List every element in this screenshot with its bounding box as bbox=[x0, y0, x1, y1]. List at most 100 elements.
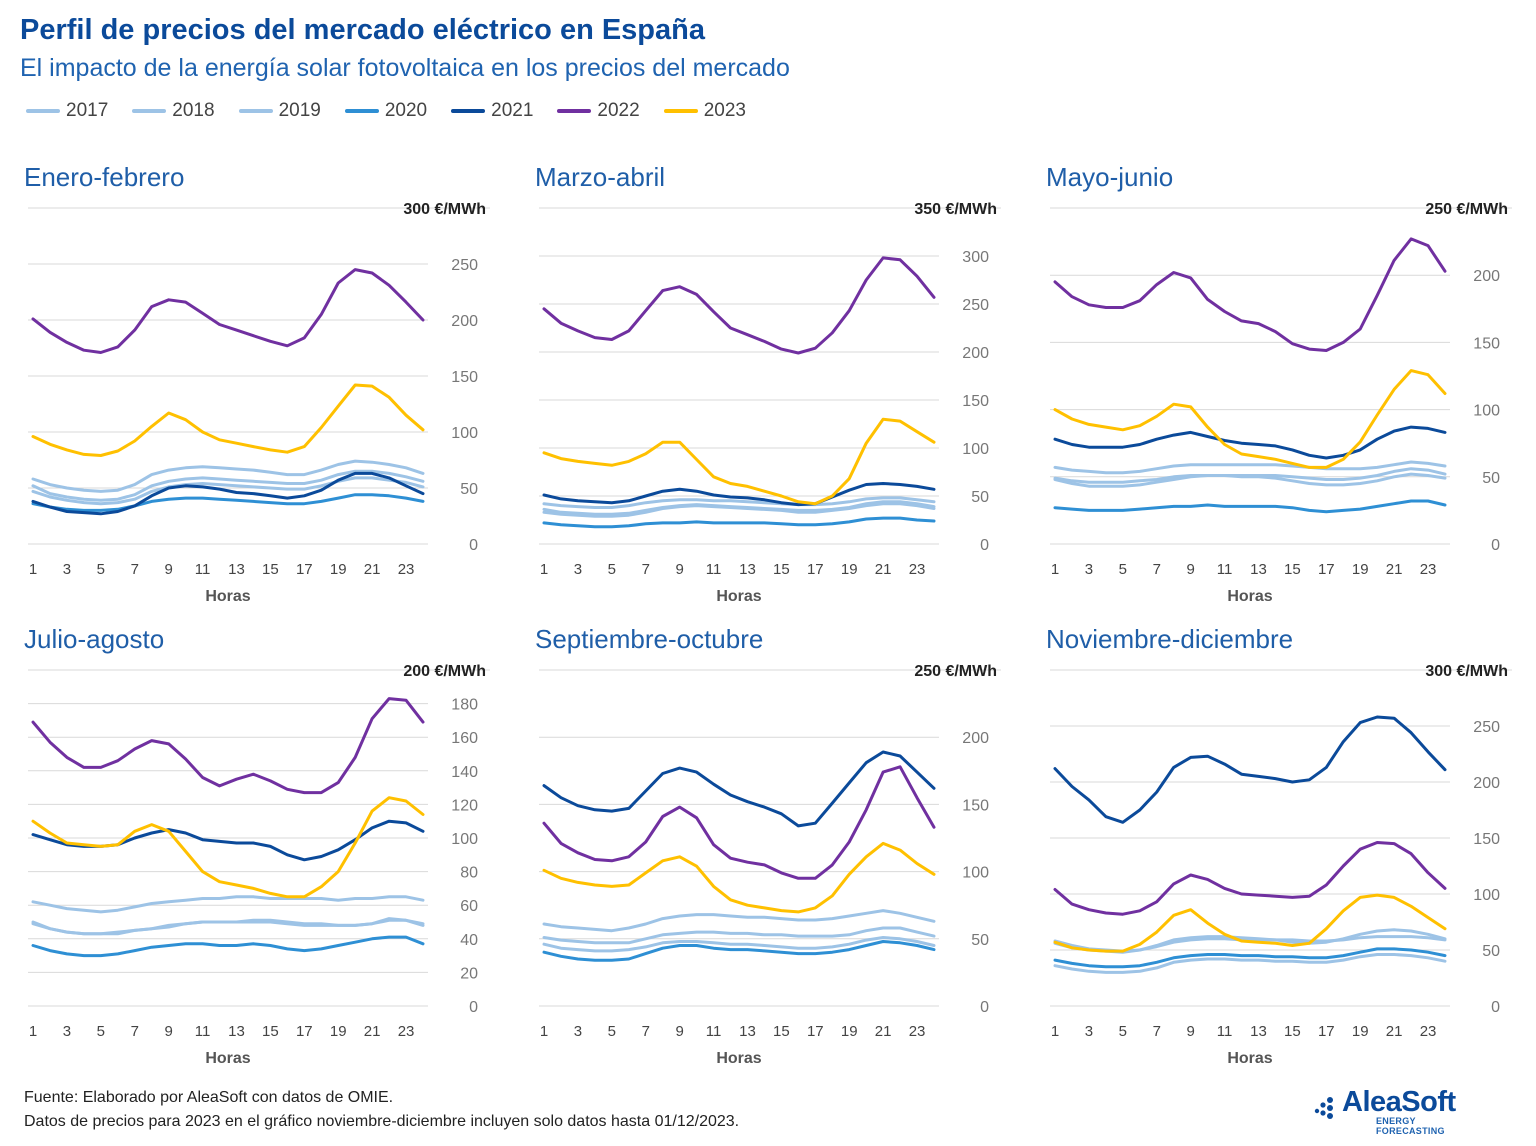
unit-label: 250 €/MWh bbox=[1425, 201, 1508, 218]
series-line-2021 bbox=[1053, 425, 1447, 460]
y-tick-label: 40 bbox=[460, 932, 478, 949]
y-tick-label: 160 bbox=[451, 730, 478, 747]
x-tick-label: 21 bbox=[364, 561, 381, 578]
series-line-2020 bbox=[1053, 499, 1447, 514]
page-title: Perfil de precios del mercado eléctrico … bbox=[20, 14, 705, 46]
y-tick-label: 50 bbox=[971, 932, 989, 949]
x-tick-label: 15 bbox=[262, 1023, 279, 1040]
x-tick-label: 7 bbox=[131, 561, 139, 578]
x-tick-label: 1 bbox=[540, 561, 548, 578]
x-tick-label: 9 bbox=[675, 561, 683, 578]
x-tick-label: 15 bbox=[773, 1023, 790, 1040]
chart-panel-julio-agosto: 200 €/MWh 0 20 40 60 80 100 120 140 160 180 1 3 5 7 9 11… bbox=[24, 624, 504, 1064]
series-line-2022 bbox=[542, 256, 936, 355]
x-tick-label: 19 bbox=[841, 561, 858, 578]
legend-label: 2021 bbox=[491, 100, 534, 121]
legend-label: 2022 bbox=[597, 100, 640, 121]
x-tick-label: 7 bbox=[131, 1023, 139, 1040]
y-tick-label: 20 bbox=[460, 965, 478, 982]
x-tick-label: 11 bbox=[1217, 561, 1233, 578]
x-tick-label: 21 bbox=[1386, 1023, 1403, 1040]
logo-tagline: ENERGY FORECASTING bbox=[1376, 1116, 1445, 1136]
logo-name: AleaSoft bbox=[1342, 1086, 1456, 1118]
series-line-2023 bbox=[542, 417, 936, 506]
x-tick-label: 13 bbox=[228, 1023, 245, 1040]
x-tick-label: 11 bbox=[195, 561, 211, 578]
x-tick-label: 7 bbox=[1153, 1023, 1161, 1040]
legend-label: 2023 bbox=[703, 100, 746, 121]
series-line-2019 bbox=[1053, 953, 1447, 974]
series-line-2020 bbox=[542, 516, 936, 529]
chart-panel-enero-febrero: 300 €/MWh 0 50 100 150 200 250 1 3 5 7 9 11 13 15 17 19 2… bbox=[24, 162, 504, 602]
chart-panel-septiembre-octubre: 250 €/MWh 0 50 100 150 200 1 3 5 7 9 11 13 15 17 19 21 23… bbox=[535, 624, 1015, 1064]
x-tick-label: 3 bbox=[574, 1023, 582, 1040]
legend-swatch bbox=[451, 109, 486, 113]
x-tick-label: 17 bbox=[807, 1023, 824, 1040]
y-tick-label: 50 bbox=[1482, 470, 1500, 487]
series-line-2022 bbox=[1053, 237, 1447, 352]
x-tick-label: 19 bbox=[841, 1023, 858, 1040]
x-tick-label: 11 bbox=[706, 561, 722, 578]
x-tick-label: 21 bbox=[875, 1023, 892, 1040]
series-line-2023 bbox=[31, 383, 425, 457]
footer: Fuente: Elaborado por AleaSoft con datos… bbox=[24, 1086, 739, 1134]
x-tick-label: 13 bbox=[739, 1023, 756, 1040]
series-line-2020 bbox=[1053, 947, 1447, 969]
series-line-2017 bbox=[542, 909, 936, 933]
legend-swatch bbox=[663, 109, 698, 113]
chart-legend: 2017 2018 2019 2020 2021 2022 2023 bbox=[26, 100, 746, 122]
x-axis-title: Horas bbox=[205, 588, 250, 602]
legend-label: 2020 bbox=[384, 100, 428, 121]
x-tick-label: 9 bbox=[164, 1023, 172, 1040]
x-tick-label: 21 bbox=[875, 561, 892, 578]
y-tick-label: 60 bbox=[460, 898, 478, 915]
y-tick-label: 250 bbox=[962, 297, 989, 314]
x-tick-label: 7 bbox=[642, 1023, 650, 1040]
x-tick-label: 11 bbox=[1217, 1023, 1233, 1040]
x-tick-label: 9 bbox=[1186, 561, 1194, 578]
series-line-2022 bbox=[542, 765, 936, 880]
y-tick-label: 120 bbox=[451, 797, 478, 814]
y-tick-label: 200 bbox=[962, 730, 989, 747]
y-tick-label: 180 bbox=[451, 697, 478, 714]
series-line-2019 bbox=[1053, 472, 1447, 488]
series-line-2023 bbox=[1053, 369, 1447, 469]
x-tick-label: 1 bbox=[29, 1023, 37, 1040]
chart-panel-marzo-abril: 350 €/MWh 0 50 100 150 200 250 300 1 3 5 7 9 11 13 15 17… bbox=[535, 162, 1015, 602]
aleasoft-logo: AleaSoft ENERGY FORECASTING bbox=[1312, 1086, 1482, 1136]
x-tick-label: 3 bbox=[1085, 1023, 1093, 1040]
legend-swatch bbox=[132, 109, 167, 113]
y-tick-label: 50 bbox=[1482, 943, 1500, 960]
legend-item-2022: 2022 bbox=[557, 100, 640, 122]
legend-label: 2018 bbox=[172, 100, 215, 121]
series-line-2017 bbox=[31, 895, 425, 914]
x-tick-label: 15 bbox=[773, 561, 790, 578]
y-tick-label: 0 bbox=[980, 999, 989, 1016]
unit-label: 250 €/MWh bbox=[914, 663, 997, 680]
x-tick-label: 19 bbox=[1352, 1023, 1369, 1040]
x-tick-label: 23 bbox=[1420, 1023, 1437, 1040]
x-tick-label: 17 bbox=[296, 1023, 313, 1040]
logo-dots-icon bbox=[1314, 1097, 1333, 1119]
y-tick-label: 200 bbox=[1473, 775, 1500, 792]
chart-title: Noviembre-diciembre bbox=[1046, 624, 1294, 654]
x-tick-label: 5 bbox=[608, 561, 616, 578]
x-axis-title: Horas bbox=[716, 1050, 761, 1064]
y-tick-label: 200 bbox=[451, 313, 478, 330]
y-tick-label: 250 bbox=[451, 257, 478, 274]
page-subtitle: El impacto de la energía solar fotovolta… bbox=[20, 54, 790, 82]
legend-item-2020: 2020 bbox=[344, 100, 428, 122]
series-line-2017 bbox=[31, 459, 425, 493]
chart-panel-noviembre-diciembre: 300 €/MWh 0 50 100 150 200 250 1 3 5 7 9 11 13 15 17 19 2… bbox=[1046, 624, 1526, 1064]
series-line-2022 bbox=[31, 268, 425, 354]
y-tick-label: 150 bbox=[962, 797, 989, 814]
x-tick-label: 17 bbox=[296, 561, 313, 578]
series-line-2019 bbox=[31, 917, 425, 936]
y-tick-label: 0 bbox=[469, 537, 478, 554]
x-axis-title: Horas bbox=[1227, 588, 1272, 602]
series-line-2017 bbox=[542, 496, 936, 509]
x-tick-label: 23 bbox=[909, 1023, 926, 1040]
x-tick-label: 3 bbox=[574, 561, 582, 578]
legend-swatch bbox=[557, 109, 592, 113]
